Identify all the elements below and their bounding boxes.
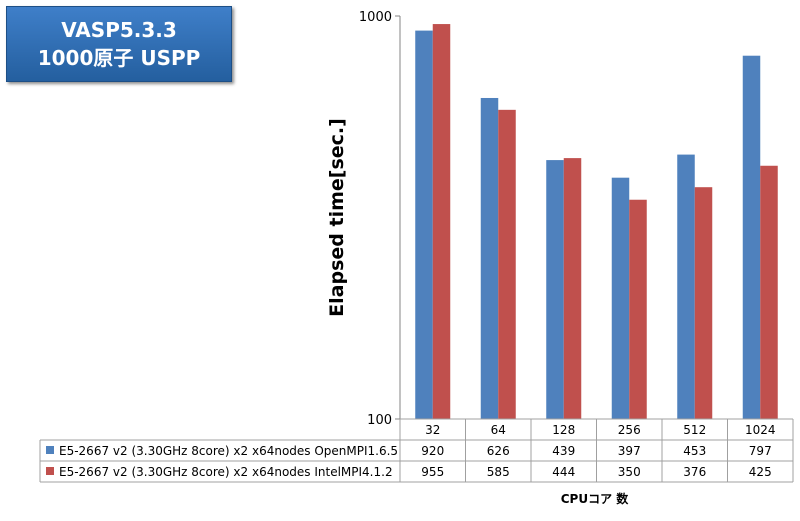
x-category-label: 256 bbox=[618, 423, 641, 437]
bar-series1 bbox=[480, 97, 499, 420]
data-table-value: 397 bbox=[618, 444, 641, 458]
x-category-label: 128 bbox=[552, 423, 575, 437]
bar-series1 bbox=[611, 177, 630, 419]
legend-key-series2 bbox=[46, 467, 54, 475]
x-category-label: 64 bbox=[491, 423, 506, 437]
data-table-value: 797 bbox=[749, 444, 772, 458]
y-tick-label: 100 bbox=[367, 413, 392, 428]
data-table-value: 920 bbox=[421, 444, 444, 458]
bar-series1 bbox=[415, 30, 433, 419]
x-category-label: 1024 bbox=[745, 423, 776, 437]
data-table-value: 453 bbox=[683, 444, 706, 458]
legend-label-series2: E5-2667 v2 (3.30GHz 8core) x2 x64nodes I… bbox=[59, 465, 393, 479]
legend-key-series1 bbox=[46, 446, 54, 454]
x-category-label: 512 bbox=[683, 423, 706, 437]
y-tick-label: 1000 bbox=[359, 10, 392, 25]
legend-label-series1: E5-2667 v2 (3.30GHz 8core) x2 x64nodes O… bbox=[59, 444, 398, 458]
bar-series2 bbox=[498, 109, 516, 420]
x-axis-label: CPUコア 数 bbox=[561, 491, 630, 506]
data-table-value: 955 bbox=[421, 465, 444, 479]
data-table-value: 425 bbox=[749, 465, 772, 479]
data-table-value: 626 bbox=[487, 444, 510, 458]
bar-series1 bbox=[742, 55, 761, 420]
data-table-value: 376 bbox=[683, 465, 706, 479]
chart-title-line-2: 1000原子 USPP bbox=[37, 46, 201, 70]
bar-series1 bbox=[546, 160, 564, 419]
bar-series2 bbox=[760, 165, 778, 419]
chart-title-line-1: VASP5.3.3 bbox=[61, 18, 177, 42]
data-table-value: 439 bbox=[552, 444, 575, 458]
chart-title-box: VASP5.3.3 1000原子 USPP bbox=[6, 6, 232, 82]
bar-series2 bbox=[563, 158, 582, 419]
data-table-value: 444 bbox=[552, 465, 575, 479]
bar-series1 bbox=[677, 154, 695, 420]
bar-series2 bbox=[629, 199, 647, 419]
bar-series2 bbox=[432, 24, 451, 419]
x-category-label: 32 bbox=[425, 423, 440, 437]
data-table-value: 350 bbox=[618, 465, 641, 479]
bar-series2 bbox=[694, 187, 713, 419]
data-table-value: 585 bbox=[487, 465, 510, 479]
y-axis-label: Elapsed time[sec.] bbox=[326, 118, 348, 317]
